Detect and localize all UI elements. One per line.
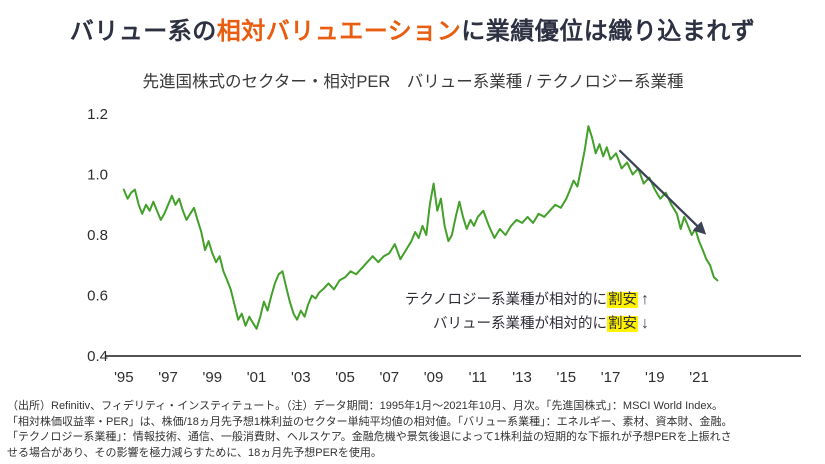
svg-text:'15: '15 <box>557 369 577 386</box>
svg-text:1.0: 1.0 <box>87 167 108 184</box>
svg-text:0.4: 0.4 <box>87 348 108 365</box>
svg-text:'05: '05 <box>335 369 355 386</box>
svg-text:0.8: 0.8 <box>87 227 108 244</box>
svg-text:'13: '13 <box>512 369 532 386</box>
annotation-value-cheap: バリュー系業種が相対的に割安 ↓ <box>405 312 649 336</box>
chart-title: 先進国株式のセクター・相対PER バリュー系業種 / テクノロジー系業種 <box>142 73 684 91</box>
svg-text:'01: '01 <box>247 369 267 386</box>
annotation-tech-cheap: テクノロジー系業種が相対的に割安 ↑ <box>405 288 649 312</box>
svg-text:0.6: 0.6 <box>87 288 108 305</box>
footer-line-3: 「テクノロジー系業種」：情報技術、通信、一般消費財、ヘルスケア。金融危機や景気後… <box>7 431 732 443</box>
svg-text:'99: '99 <box>203 369 223 386</box>
relative-per-line-chart: 0.4 0.6 0.8 1.0 1.2 '95 '97 '99 '01 '03 '05 '07 '09 '… <box>87 106 801 386</box>
svg-text:'19: '19 <box>645 369 665 386</box>
svg-text:'21: '21 <box>689 369 709 386</box>
title-part2: に業績優位は織り込まれず <box>461 18 756 45</box>
footer-line-4: せる場合があり、その影響を極力減らすために、18ヵ月先予想PERを使用。 <box>7 446 382 459</box>
svg-text:1.2: 1.2 <box>87 106 108 123</box>
svg-text:'11: '11 <box>469 369 487 386</box>
annotation-value-highlight: 割安 <box>607 316 638 332</box>
annotation-tech-text: テクノロジー系業種が相対的に <box>404 292 607 308</box>
svg-text:'17: '17 <box>601 369 621 386</box>
svg-text:'95: '95 <box>114 369 134 386</box>
down-arrow-icon: ↓ <box>641 315 649 332</box>
footer-line-2: 「相対株価収益率・PER」は、株価/18ヵ月先予想1株利益のセクター単純平均値の… <box>7 415 733 428</box>
chart-area: 先進国株式のセクター・相対PER バリュー系業種 / テクノロジー系業種 0.4… <box>7 68 819 390</box>
annotation-value-text: バリュー系業種が相対的に <box>433 316 607 332</box>
annotation-tech-highlight: 割安 <box>607 292 638 308</box>
up-arrow-icon: ↑ <box>641 291 649 308</box>
svg-text:'03: '03 <box>291 369 311 386</box>
page-title: バリュー系の相対バリュエーションに業績優位は織り込まれず <box>0 11 825 46</box>
svg-text:'97: '97 <box>158 369 178 386</box>
title-part1: バリュー系の <box>69 18 217 45</box>
title-accent: 相対バリュエーション <box>216 18 462 45</box>
footer-line-1: （出所）Refinitiv、フィデリティ・インスティテュート。（注）データ期間：… <box>7 400 723 412</box>
source-note: （出所）Refinitiv、フィデリティ・インスティテュート。（注）データ期間：… <box>7 399 819 461</box>
svg-text:'09: '09 <box>424 369 444 386</box>
svg-text:'07: '07 <box>380 369 400 386</box>
chart-annotations: テクノロジー系業種が相対的に割安 ↑ バリュー系業種が相対的に割安 ↓ <box>405 288 649 336</box>
